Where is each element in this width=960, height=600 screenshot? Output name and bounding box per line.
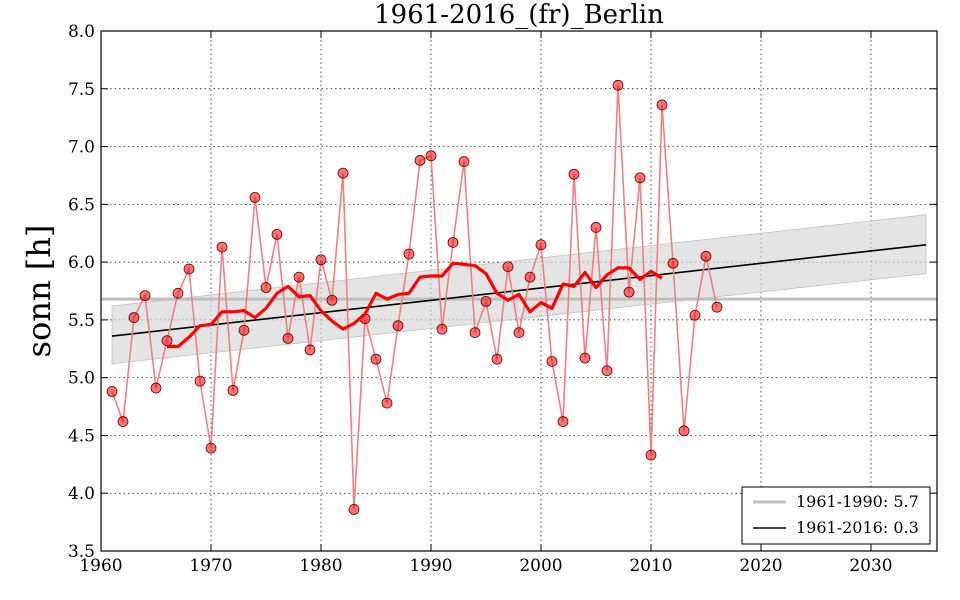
y-tick-label: 7.5 bbox=[68, 80, 95, 100]
chart-title: 1961-2016_(fr)_Berlin bbox=[374, 0, 664, 30]
data-point bbox=[337, 167, 349, 179]
y-tick-label: 5.5 bbox=[68, 311, 95, 331]
data-point bbox=[172, 287, 184, 299]
data-point bbox=[117, 416, 129, 427]
x-tick-label: 2020 bbox=[739, 556, 782, 576]
data-point bbox=[645, 449, 657, 461]
data-point bbox=[161, 335, 173, 347]
grid bbox=[101, 31, 937, 551]
moving-average-line bbox=[167, 261, 663, 349]
data-point bbox=[579, 352, 591, 364]
trend-line bbox=[111, 243, 927, 337]
y-tick-label: 4.0 bbox=[68, 484, 95, 504]
data-point bbox=[425, 150, 437, 162]
plot-frame bbox=[100, 30, 938, 552]
data-point bbox=[568, 168, 580, 180]
data-point bbox=[535, 239, 547, 251]
data-point bbox=[656, 99, 668, 111]
y-tick-labels: 3.5 4.0 4.5 5.0 5.5 6.0 6.5 7.0 7.5 8.0 bbox=[68, 22, 95, 562]
y-tick-label: 6.5 bbox=[68, 195, 95, 215]
data-point bbox=[480, 295, 492, 307]
data-point bbox=[711, 301, 723, 313]
data-point bbox=[436, 323, 448, 335]
data-point bbox=[381, 397, 393, 409]
data-point bbox=[293, 271, 305, 283]
data-point bbox=[315, 254, 327, 266]
data-point bbox=[128, 312, 140, 323]
data-point bbox=[557, 416, 569, 427]
legend-box bbox=[741, 486, 931, 545]
data-point bbox=[216, 241, 228, 253]
data-point bbox=[194, 375, 206, 387]
y-tick-label: 8.0 bbox=[68, 22, 95, 42]
data-point bbox=[139, 290, 151, 302]
x-tick-label: 2000 bbox=[519, 556, 562, 576]
y-tick-label: 7.0 bbox=[68, 138, 95, 158]
y-tick-label: 4.5 bbox=[68, 426, 95, 446]
data-point bbox=[414, 155, 426, 166]
data-point bbox=[238, 324, 250, 336]
data-point bbox=[458, 156, 470, 167]
data-point bbox=[590, 222, 602, 233]
data-point bbox=[326, 294, 338, 306]
data-point bbox=[271, 228, 283, 240]
y-tick-label: 5.0 bbox=[68, 369, 95, 389]
legend-label-baseline: 1961-1990: 5.7 bbox=[796, 492, 919, 511]
data-point bbox=[700, 250, 712, 262]
data-point bbox=[260, 282, 272, 293]
data-point bbox=[447, 237, 459, 248]
data-point bbox=[623, 286, 635, 298]
plot-area bbox=[100, 30, 938, 552]
data-point bbox=[546, 356, 558, 367]
data-point bbox=[205, 442, 217, 454]
x-tick-label: 1990 bbox=[409, 556, 452, 576]
data-point bbox=[689, 309, 701, 321]
data-point bbox=[370, 353, 382, 365]
y-tick-label: 3.5 bbox=[68, 542, 95, 562]
data-point bbox=[106, 386, 118, 397]
data-point bbox=[392, 320, 404, 332]
data-point bbox=[403, 248, 415, 260]
x-tick-label: 2030 bbox=[849, 556, 892, 576]
x-tick-label: 2010 bbox=[629, 556, 672, 576]
data-point bbox=[227, 384, 239, 396]
data-point bbox=[513, 327, 525, 339]
data-point bbox=[183, 263, 195, 275]
data-point bbox=[150, 382, 162, 394]
observed-points bbox=[106, 79, 723, 515]
y-tick-label: 6.0 bbox=[68, 253, 95, 273]
axis-ticks bbox=[100, 30, 937, 552]
y-axis-label: sonn [h] bbox=[20, 225, 58, 358]
data-point bbox=[249, 191, 261, 203]
data-point bbox=[524, 271, 536, 283]
x-tick-label: 1980 bbox=[299, 556, 342, 576]
x-tick-label: 1960 bbox=[79, 556, 122, 576]
legend-label-trend: 1961-2016: 0.3 bbox=[796, 518, 919, 537]
data-point bbox=[491, 353, 503, 365]
data-point bbox=[502, 261, 514, 273]
confidence-band bbox=[111, 214, 927, 365]
data-point bbox=[601, 365, 613, 377]
data-point bbox=[348, 503, 360, 515]
data-point bbox=[304, 344, 316, 356]
data-point bbox=[282, 332, 294, 344]
data-point bbox=[634, 172, 646, 184]
x-tick-labels: 1960 1970 1980 1990 2000 2010 2020 2030 bbox=[79, 556, 892, 576]
legend: 1961-1990: 5.7 1961-2016: 0.3 bbox=[741, 486, 931, 545]
x-tick-label: 1970 bbox=[189, 556, 232, 576]
observed-line bbox=[111, 85, 718, 510]
data-point bbox=[469, 327, 481, 339]
data-point bbox=[678, 425, 690, 437]
data-point bbox=[612, 79, 624, 91]
data-point bbox=[667, 257, 679, 269]
